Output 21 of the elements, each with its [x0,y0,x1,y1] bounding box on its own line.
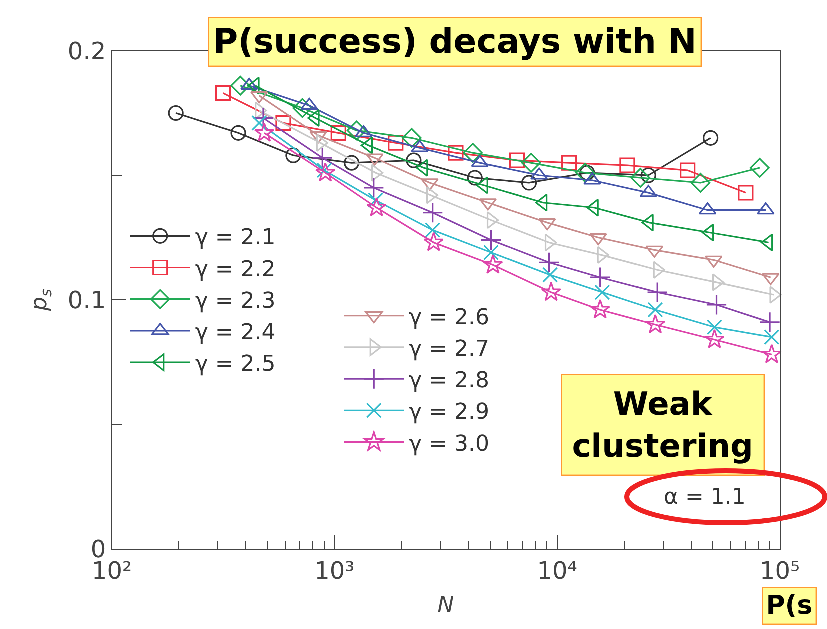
legend-label: γ = 2.6 [409,305,490,330]
y-tick-label: 0.2 [68,37,106,66]
x-tick-label: 10⁵ [760,556,800,585]
legend-label: γ = 2.7 [409,337,490,362]
legend-label: γ = 2.2 [195,257,276,282]
x-tick-label: 10⁴ [537,556,578,585]
x-tick-label: 10² [92,556,132,585]
annotation: Weak clustering [572,385,754,465]
chart-title: P(success) decays with N [213,22,697,62]
annotation: α = 1.1 [664,485,746,510]
x-tick-label: 10³ [314,556,355,585]
legend-label: γ = 2.4 [195,320,276,346]
legend-label: γ = 2.1 [195,226,276,251]
legend-label: γ = 2.3 [195,288,276,314]
text: P(s [766,591,813,622]
y-tick-label: 0.1 [68,286,106,314]
legend-label: γ = 2.9 [409,400,490,426]
x-axis-title: N [438,592,454,618]
legend-label: γ = 3.0 [409,432,490,457]
legend-label: γ = 2.5 [195,352,276,378]
legend-label: γ = 2.8 [409,368,490,394]
